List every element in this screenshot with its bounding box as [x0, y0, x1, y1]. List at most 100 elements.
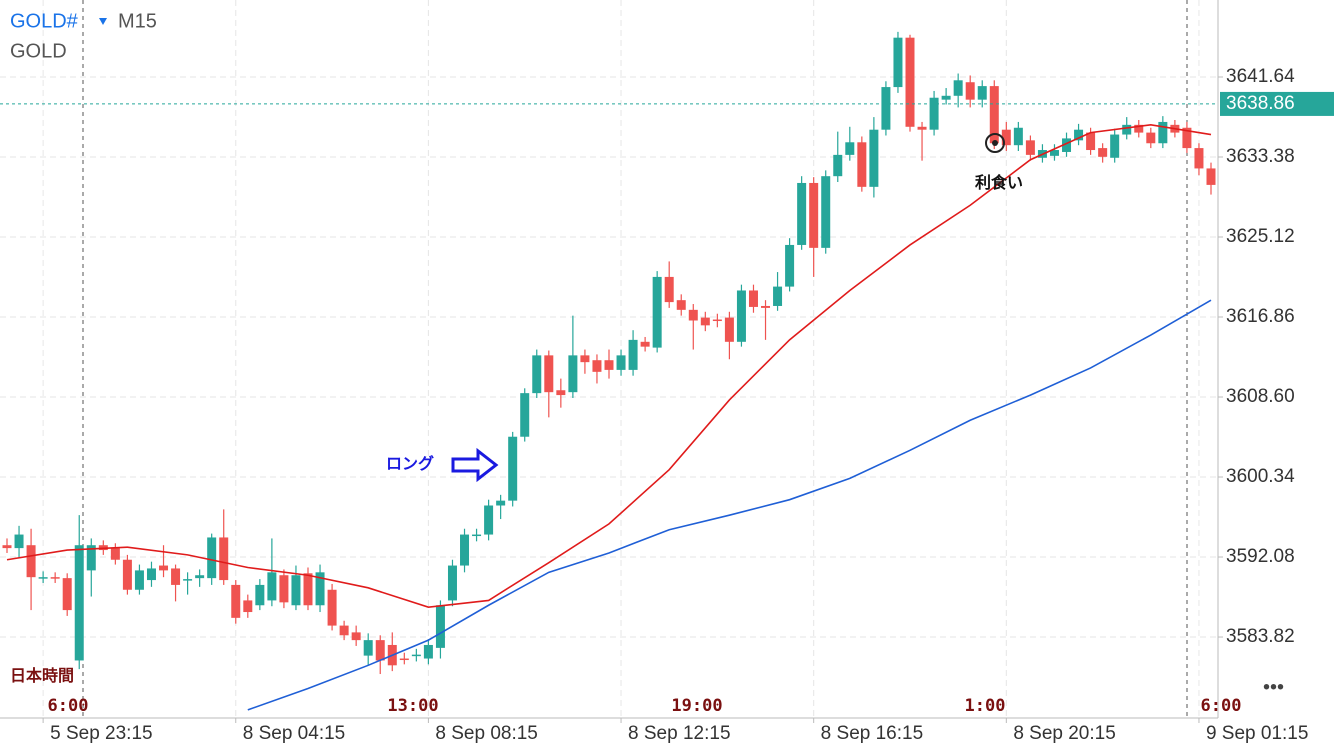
candle-body: [435, 605, 445, 648]
candle-body: [1134, 124, 1144, 133]
candle-body: [676, 300, 686, 310]
candle-body: [267, 572, 277, 601]
y-tick-label: 3592.08: [1226, 546, 1295, 567]
candle-body: [761, 305, 771, 308]
candle-body: [1074, 129, 1084, 141]
candle-body: [797, 182, 807, 245]
candle-body: [1194, 148, 1204, 169]
candle-body: [592, 360, 602, 372]
candle-body: [399, 658, 409, 661]
candle-body: [122, 559, 132, 590]
y-tick-label: 3616.86: [1226, 306, 1295, 327]
x-tick-label: 8 Sep 04:15: [243, 723, 345, 744]
candle-body: [74, 545, 84, 661]
candle-body: [580, 355, 590, 363]
candle-body: [460, 534, 470, 566]
x-tick-label: 8 Sep 08:15: [435, 723, 537, 744]
candle-body: [159, 565, 169, 571]
candle-body: [977, 86, 987, 100]
grid: [0, 0, 1218, 718]
plot: [2, 31, 1216, 711]
dropdown-icon[interactable]: [99, 18, 107, 25]
candle-body: [50, 577, 60, 579]
candle-body: [86, 545, 96, 571]
candle-body: [472, 534, 482, 537]
candle-body: [1182, 127, 1192, 149]
candle-body: [1146, 132, 1156, 144]
y-tick-label: 3608.60: [1226, 386, 1295, 407]
candle-body: [183, 579, 193, 581]
timeframe[interactable]: M15: [118, 10, 157, 32]
candle-body: [303, 573, 313, 606]
candle-body: [1110, 134, 1120, 158]
candle-body: [736, 290, 746, 342]
candle-body: [1049, 150, 1059, 156]
y-tick-label: 3600.34: [1226, 466, 1295, 487]
candle-body: [243, 600, 253, 613]
candle-body: [1086, 132, 1096, 151]
candle-body: [929, 97, 939, 130]
candle-body: [556, 390, 566, 396]
symbol[interactable]: GOLD#: [10, 10, 79, 32]
candle-body: [291, 575, 301, 606]
moving-average: [6, 124, 1212, 609]
exit-marker-dot: [992, 140, 998, 146]
y-tick-label: 3633.38: [1226, 146, 1295, 167]
candle-body: [532, 355, 542, 394]
candle-body: [1062, 138, 1072, 152]
candle-body: [1206, 168, 1216, 185]
candle-body: [134, 570, 144, 590]
instrument-name: GOLD: [10, 40, 67, 62]
candle-body: [195, 575, 205, 579]
candle-body: [2, 545, 12, 549]
moving-average: [247, 299, 1212, 711]
candle-body: [508, 436, 518, 501]
candle-body: [351, 632, 361, 641]
candle-body: [748, 290, 758, 307]
candle-body: [809, 182, 819, 248]
session-label: 19:00: [671, 696, 722, 716]
candle-body: [616, 355, 626, 370]
candle-body: [1122, 124, 1132, 135]
candle-body: [1158, 121, 1168, 144]
candle-body: [917, 126, 927, 130]
candle-body: [773, 286, 783, 306]
current-price-label: 3638.86: [1226, 93, 1295, 114]
y-tick-label: 3583.82: [1226, 626, 1295, 647]
candle-body: [1013, 127, 1023, 146]
candle-body: [953, 80, 963, 96]
x-tick-label: 8 Sep 12:15: [628, 723, 730, 744]
candle-body: [664, 276, 674, 303]
candle-body: [989, 86, 999, 144]
candle-body: [1098, 148, 1108, 157]
candle-body: [544, 355, 554, 393]
candle-body: [785, 244, 795, 287]
candle-body: [833, 154, 843, 177]
candle-body: [339, 625, 349, 636]
x-tick-label: 8 Sep 16:15: [821, 723, 923, 744]
candle-body: [640, 341, 650, 347]
candle-body: [327, 589, 337, 626]
candle-body: [363, 640, 373, 656]
candle-body: [447, 565, 457, 601]
current-price-box: [1220, 91, 1334, 116]
candle-body: [845, 142, 855, 155]
candle-body: [965, 82, 975, 100]
candle-body: [255, 584, 265, 606]
session-label: 1:00: [965, 696, 1006, 716]
long-label: ロング: [386, 454, 434, 473]
x-tick-label: 9 Sep 01:15: [1206, 723, 1308, 744]
candle-body: [1025, 140, 1035, 155]
candle-body: [279, 575, 289, 603]
exit-marker: [985, 133, 1005, 153]
candle-body: [712, 319, 722, 322]
candle-body: [38, 577, 48, 579]
more-menu[interactable]: •••: [1263, 676, 1284, 698]
candle-body: [171, 568, 181, 585]
candle-body: [411, 654, 421, 657]
candle-body: [881, 87, 891, 130]
x-tick-label: 5 Sep 23:15: [50, 723, 152, 744]
candle-body: [869, 129, 879, 187]
candle-body: [520, 393, 530, 437]
